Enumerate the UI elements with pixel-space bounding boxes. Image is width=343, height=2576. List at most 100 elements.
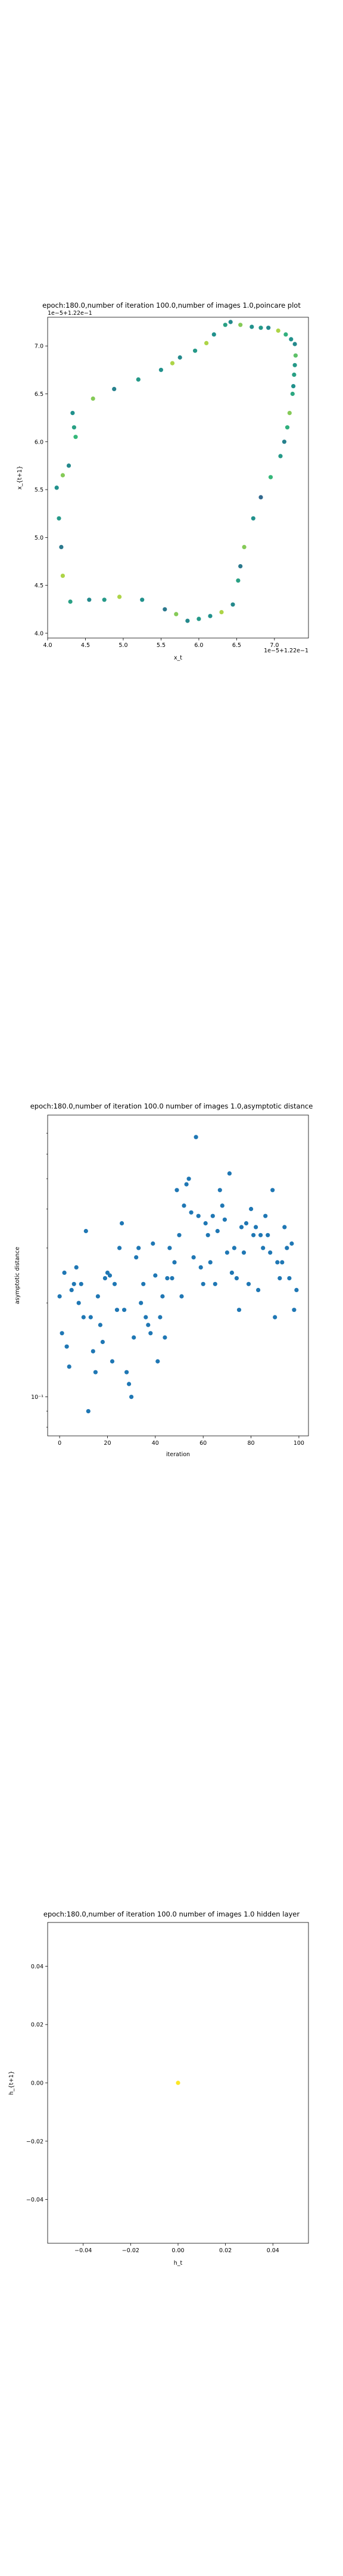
hidden-y-tick-label-2: 0.00 — [31, 2080, 43, 2087]
asym-point-0 — [57, 1294, 62, 1299]
poincare-point-17 — [278, 454, 283, 459]
poincare-point-11 — [292, 372, 297, 377]
poincare-point-30 — [163, 607, 167, 612]
poincare-point-16 — [282, 439, 286, 444]
poincare-point-26 — [208, 614, 213, 618]
asym-point-27 — [122, 1308, 127, 1312]
poincare-point-42 — [73, 435, 78, 439]
asym-point-21 — [107, 1273, 113, 1278]
poincare-x-axis-label: x_t — [174, 655, 182, 661]
poincare-point-29 — [174, 612, 179, 617]
poincare-point-34 — [87, 597, 92, 602]
asym-point-66 — [215, 1228, 220, 1234]
poincare-y-tick-label-6: 7.0 — [35, 343, 43, 350]
asym-x-tick-label-1: 20 — [104, 1440, 111, 1447]
asym-point-99 — [294, 1287, 299, 1292]
asym-point-31 — [132, 1335, 136, 1340]
poincare-point-31 — [140, 597, 145, 602]
asym-point-74 — [234, 1276, 239, 1281]
poincare-point-49 — [170, 361, 175, 366]
poincare-y-ticks: 4.0 4.5 5.0 5.5 6.0 6.5 7.0 — [35, 343, 48, 637]
asym-point-25 — [117, 1246, 122, 1250]
poincare-point-48 — [158, 367, 163, 372]
poincare-point-35 — [68, 599, 73, 604]
asym-point-19 — [102, 1276, 107, 1281]
hidden-y-tick-label-1: −0.02 — [26, 2138, 43, 2145]
poincare-point-50 — [177, 355, 182, 360]
asym-point-40 — [153, 1273, 158, 1278]
asym-point-39 — [151, 1241, 155, 1246]
asym-point-50 — [177, 1233, 182, 1237]
asym-point-46 — [167, 1246, 172, 1250]
hidden-x-axis-label: h_t — [174, 2260, 183, 2267]
asym-point-44 — [163, 1335, 167, 1340]
hidden-y-ticks: −0.04 −0.02 0.00 0.02 0.04 — [26, 1964, 48, 2203]
asym-point-32 — [134, 1255, 139, 1260]
asym-point-89 — [270, 1188, 275, 1193]
asym-point-70 — [224, 1250, 229, 1255]
poincare-point-12 — [291, 384, 296, 389]
asym-point-3 — [64, 1344, 69, 1349]
asym-point-6 — [71, 1281, 76, 1286]
poincare-point-14 — [287, 411, 292, 416]
asym-point-73 — [232, 1246, 236, 1250]
poincare-x-offset-label: 1e−5+1.22e−1 — [264, 648, 308, 654]
asym-x-tick-label-4: 80 — [248, 1440, 255, 1447]
asym-point-93 — [280, 1260, 285, 1265]
asym-point-18 — [100, 1339, 105, 1345]
poincare-point-39 — [54, 485, 59, 490]
poincare-point-2 — [250, 324, 254, 329]
asym-point-17 — [98, 1323, 102, 1327]
asym-point-81 — [251, 1233, 256, 1237]
poincare-point-27 — [197, 617, 201, 621]
asym-x-ticks: 0 20 40 60 80 100 — [58, 1436, 304, 1447]
asym-point-84 — [258, 1233, 263, 1237]
asym-point-76 — [239, 1225, 244, 1230]
hidden-y-axis-label: h_{t+1} — [8, 2071, 15, 2095]
asym-y-axis-label: asymptotic distance — [14, 1247, 21, 1304]
poincare-point-6 — [283, 332, 288, 337]
poincare-y-tick-label-4: 6.0 — [35, 439, 43, 445]
asym-point-10 — [81, 1315, 86, 1320]
asym-point-34 — [139, 1301, 144, 1305]
asym-chart-title: epoch:180.0,number of iteration 100.0 nu… — [30, 1102, 313, 1110]
poincare-point-44 — [70, 411, 75, 416]
asym-point-11 — [83, 1228, 88, 1234]
asym-point-94 — [282, 1225, 287, 1230]
poincare-x-tick-label-2: 5.0 — [119, 642, 127, 649]
poincare-point-28 — [185, 618, 190, 623]
poincare-point-24 — [230, 602, 235, 607]
asym-point-45 — [165, 1276, 170, 1281]
asym-point-88 — [268, 1250, 273, 1255]
poincare-point-23 — [236, 578, 241, 583]
asym-point-22 — [110, 1359, 115, 1364]
hidden-x-tick-label-0: −0.04 — [74, 2247, 92, 2254]
asym-point-33 — [136, 1246, 141, 1250]
asym-point-90 — [273, 1315, 277, 1320]
poincare-y-tick-label-3: 5.5 — [35, 487, 43, 494]
asym-point-7 — [74, 1265, 79, 1270]
poincare-chart-title: epoch:180.0,number of iteration 100.0,nu… — [42, 301, 301, 309]
asym-point-95 — [285, 1246, 289, 1250]
hidden-x-ticks: −0.04 −0.02 0.00 0.02 0.04 — [74, 2243, 279, 2254]
asym-point-92 — [277, 1276, 282, 1281]
hidden-x-tick-label-2: 0.00 — [172, 2247, 184, 2254]
poincare-x-tick-label-1: 4.5 — [81, 642, 90, 649]
asym-point-4 — [67, 1364, 71, 1369]
asym-point-30 — [129, 1395, 134, 1400]
asym-point-49 — [174, 1188, 179, 1193]
asym-point-87 — [266, 1233, 270, 1237]
asym-point-14 — [91, 1349, 95, 1354]
asym-point-36 — [144, 1315, 148, 1320]
asym-point-60 — [201, 1281, 205, 1286]
poincare-point-32 — [117, 595, 122, 599]
poincare-point-22 — [238, 564, 243, 569]
poincare-point-8 — [292, 342, 297, 346]
asym-point-15 — [93, 1370, 98, 1374]
asym-point-59 — [198, 1265, 203, 1270]
asym-point-35 — [141, 1281, 146, 1286]
poincare-point-41 — [66, 463, 71, 468]
asym-points — [57, 1135, 299, 1414]
poincare-point-54 — [223, 323, 227, 327]
asym-point-29 — [127, 1382, 132, 1386]
